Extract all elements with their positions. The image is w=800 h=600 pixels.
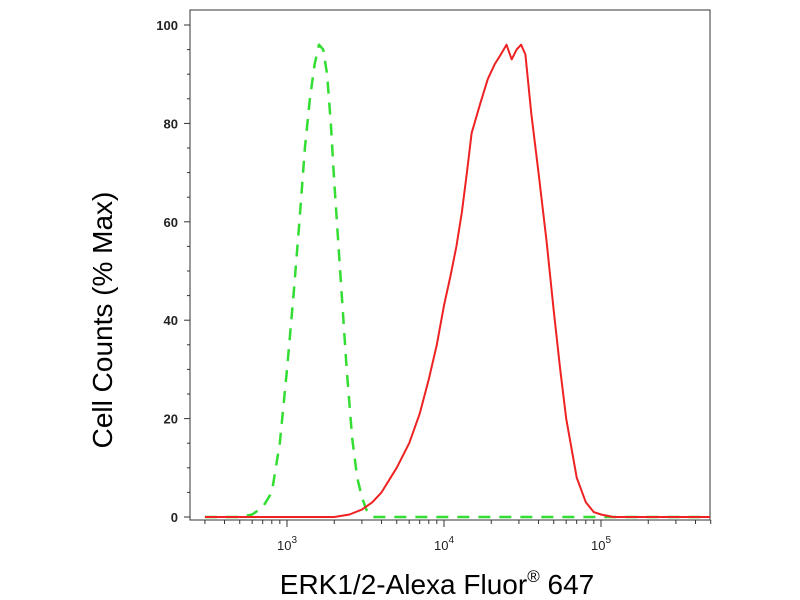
x-axis-title: ERK1/2-Alexa Fluor® 647 bbox=[280, 567, 594, 600]
plot-frame bbox=[189, 9, 711, 521]
x-tick-label: 105 bbox=[591, 535, 611, 553]
x-tick-label: 103 bbox=[277, 535, 297, 553]
y-tick-label: 100 bbox=[156, 18, 178, 33]
y-tick-label: 80 bbox=[164, 116, 178, 131]
y-tick-label: 40 bbox=[164, 313, 178, 328]
y-tick-label: 20 bbox=[164, 412, 178, 427]
series-line-solid-red bbox=[204, 43, 710, 518]
x-axis-ticks: 103 104 105 bbox=[204, 520, 712, 553]
y-tick-label: 60 bbox=[164, 215, 178, 230]
y-axis-title: Cell Counts (% Max) bbox=[87, 192, 118, 449]
y-tick-label: 0 bbox=[171, 510, 178, 525]
series-line-dashed-green bbox=[204, 43, 710, 519]
series-group bbox=[204, 43, 710, 519]
y-axis-ticks: 0 20 40 60 80 100 bbox=[156, 18, 190, 525]
x-tick-label: 104 bbox=[434, 535, 454, 553]
